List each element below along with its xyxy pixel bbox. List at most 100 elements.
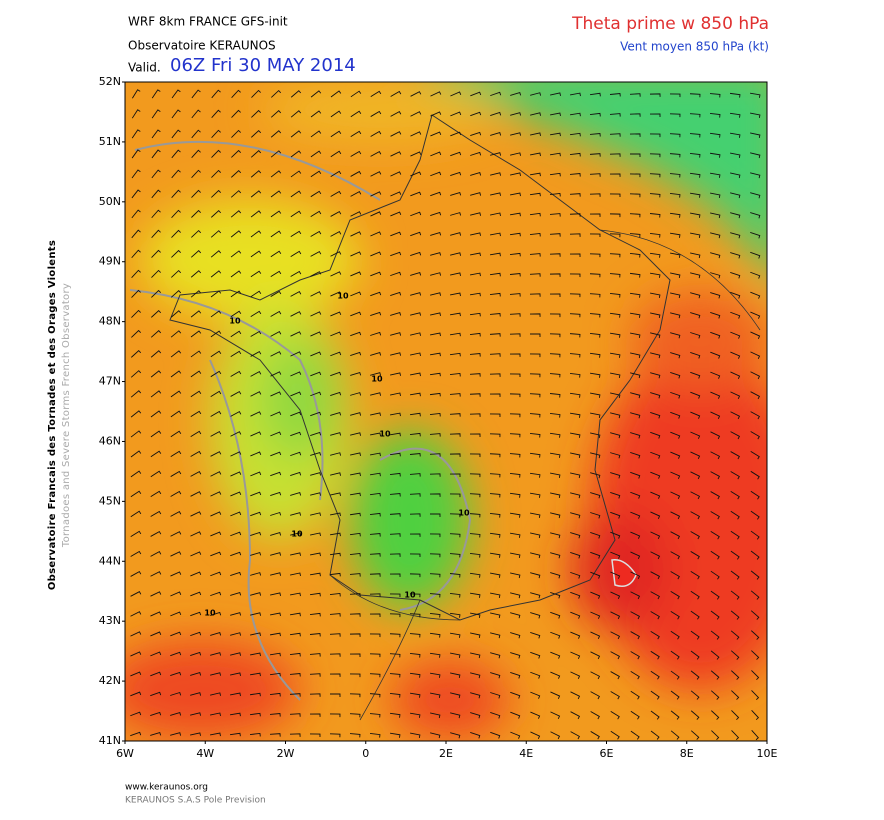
wind-barb [670,391,681,399]
wind-barb [330,331,342,337]
wind-barb [489,292,501,297]
wind-barb [449,473,461,477]
wind-barb [310,311,322,317]
wind-barb [609,133,621,137]
wind-barb [589,372,601,378]
wind-barb [629,253,641,258]
wind-barb [390,191,402,197]
wind-barb [429,573,441,578]
wind-barb [271,89,282,98]
wind-barb [409,493,421,497]
wind-barb [250,210,262,218]
wind-barb [270,351,282,357]
wind-barb [310,512,321,516]
wind-barb [250,592,262,596]
wind-barb [650,710,660,720]
wind-barb [569,213,581,217]
wind-barb [171,149,181,159]
wind-barb [190,531,202,537]
wind-barb [231,169,242,178]
wind-barb [390,90,402,97]
wind-barb [509,532,521,538]
wind-barb [730,451,740,460]
wind-barb [230,632,242,636]
wind-barb [270,411,282,417]
wind-barb [730,212,741,219]
wind-barb [130,390,142,398]
wind-barb [350,291,362,297]
wind-barb [650,451,661,459]
wind-barb [429,533,441,538]
wind-barb [570,571,581,579]
wind-barb [730,192,741,199]
wind-barb [290,351,302,357]
wind-barb [210,230,222,238]
wind-barb [750,470,760,480]
wind-barb [170,551,182,557]
wind-barb [329,713,341,718]
wind-barb [290,270,302,277]
wind-barb [529,393,541,398]
wind-barb [730,491,740,500]
wind-barb [569,353,581,358]
wind-barb [390,110,402,117]
wind-barb [529,373,541,378]
wind-barb [210,712,221,717]
wind-barb [630,352,641,359]
wind-barb [509,512,521,518]
wind-barb [650,611,660,620]
wind-barb [730,291,741,299]
wind-barb [270,572,282,576]
side-label: Observatoire Francais des Tornades et de… [47,240,58,590]
wind-barb [670,372,681,379]
wind-barb [569,152,581,157]
wind-barb [590,452,601,459]
wind-barb [369,553,381,557]
wind-barb [490,692,501,699]
wind-barb [549,132,561,137]
wind-barb [750,212,761,219]
wind-barb [151,129,161,139]
wind-barb [670,551,680,560]
model-label: WRF 8km FRANCE GFS-init [128,15,288,29]
wind-barb [150,510,162,517]
wind-barb [389,553,401,557]
contour-label: 10 [291,530,303,539]
wind-barb [509,333,521,337]
wind-barb [589,133,601,137]
wind-barb [191,209,201,218]
wind-barb [509,453,521,458]
wind-barb [310,291,322,297]
wind-barb [450,191,462,196]
wind-barb [710,550,720,560]
wind-barb [270,150,282,158]
wind-barb [131,309,141,318]
wind-barb [190,430,202,437]
wind-barb [230,491,242,497]
wind-barb [190,270,202,278]
wind-barb [570,432,581,438]
wind-barb [449,493,461,498]
wind-barb [290,492,302,496]
wind-barb [191,109,201,119]
wind-barb [689,152,701,158]
lat-label: 48N [99,315,121,328]
wind-barb [710,630,720,640]
wind-barb [210,350,222,358]
wind-barb [489,313,501,317]
wind-barb [590,492,601,499]
wind-barb [250,551,262,556]
wind-barb [211,89,221,99]
wind-barb [570,731,580,740]
wind-barb [750,411,760,420]
wind-barb [210,652,222,656]
wind-barb [751,710,760,721]
wind-barb [529,293,541,297]
wind-barb [530,132,541,136]
wind-barb [550,512,561,519]
wind-barb [350,311,362,317]
wind-barb [449,372,461,377]
wind-barb [590,731,600,740]
wind-barb [170,712,182,716]
wind-barb [151,229,161,238]
